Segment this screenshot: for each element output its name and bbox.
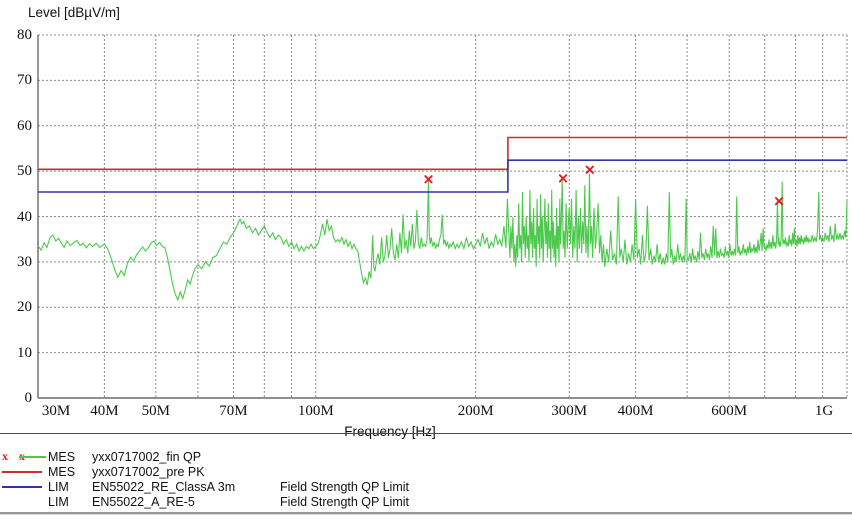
final-qp-marker: [585, 165, 594, 174]
legend-row: x x MES yxx0717002_fin QP: [2, 449, 850, 464]
legend-name: EN55022_RE_ClassA 3m: [92, 479, 236, 494]
limit-line-red: [38, 136, 847, 171]
legend-row: LIM EN55022_RE_ClassA 3m Field Strength QP…: [2, 479, 850, 494]
legend-type: MES: [48, 464, 76, 479]
legend-row: LIM EN55022_A_RE-5 Field Strength QP Limit: [2, 494, 850, 509]
legend-type: LIM: [48, 494, 69, 509]
final-qp-marker: [424, 175, 433, 184]
legend-swatch: x x: [2, 449, 48, 464]
x-tick-label: 40M: [90, 403, 119, 419]
final-qp-marker: [774, 196, 784, 206]
y-tick-label: 50: [17, 163, 32, 180]
legend-line-swatch: [19, 456, 46, 458]
legend-swatch: [2, 479, 48, 494]
final-qp-marker: [558, 174, 568, 183]
x-axis-title: Frequency [Hz]: [344, 424, 436, 439]
legend-name: yxx0717002_pre PK: [92, 464, 205, 479]
legend-line-swatch: [2, 471, 42, 473]
y-tick-label: 0: [24, 390, 33, 406]
y-tick-label: 10: [17, 344, 32, 361]
y-tick-label: 40: [17, 208, 32, 225]
x-tick-label: 1G: [814, 403, 834, 419]
legend-swatch: [2, 494, 48, 509]
legend-swatch: [2, 464, 48, 479]
y-tick-label: 20: [17, 299, 32, 316]
legend-type: LIM: [48, 479, 69, 494]
x-tick-label: 70M: [219, 403, 248, 419]
y-tick-label: 70: [17, 72, 32, 89]
x-tick-label: 300M: [551, 403, 588, 419]
legend: x x MES yxx0717002_fin QP MES yxx0717002_pre…: [2, 449, 850, 509]
x-tick-label: 200M: [457, 403, 494, 419]
x-axis-title-rule: [0, 433, 852, 434]
legend-x-marker-icon: x x: [2, 449, 29, 463]
x-tick-label: 400M: [617, 403, 654, 419]
x-tick-label: 100M: [297, 403, 334, 419]
legend-line-swatch: [2, 486, 42, 488]
legend-row: MES yxx0717002_pre PK: [2, 464, 850, 479]
y-tick-label: 80: [17, 27, 32, 43]
legend-type: MES: [48, 449, 76, 464]
x-tick-label: 600M: [711, 403, 748, 419]
measurement-trace: [37, 173, 848, 302]
x-tick-label: 30M: [41, 403, 71, 419]
legend-desc: Field Strength QP Limit: [280, 494, 409, 509]
legend-name: yxx0717002_fin QP: [92, 449, 202, 464]
bottom-separator: [0, 512, 852, 515]
legend-name: EN55022_A_RE-5: [92, 494, 195, 509]
legend-desc: Field Strength QP Limit: [280, 479, 409, 494]
y-tick-label: 60: [17, 117, 32, 134]
y-axis-title: Level [dBµV/m]: [28, 5, 120, 20]
limit-line-blue: [38, 159, 847, 193]
y-tick-label: 30: [17, 253, 32, 270]
x-tick-label: 50M: [141, 403, 171, 419]
